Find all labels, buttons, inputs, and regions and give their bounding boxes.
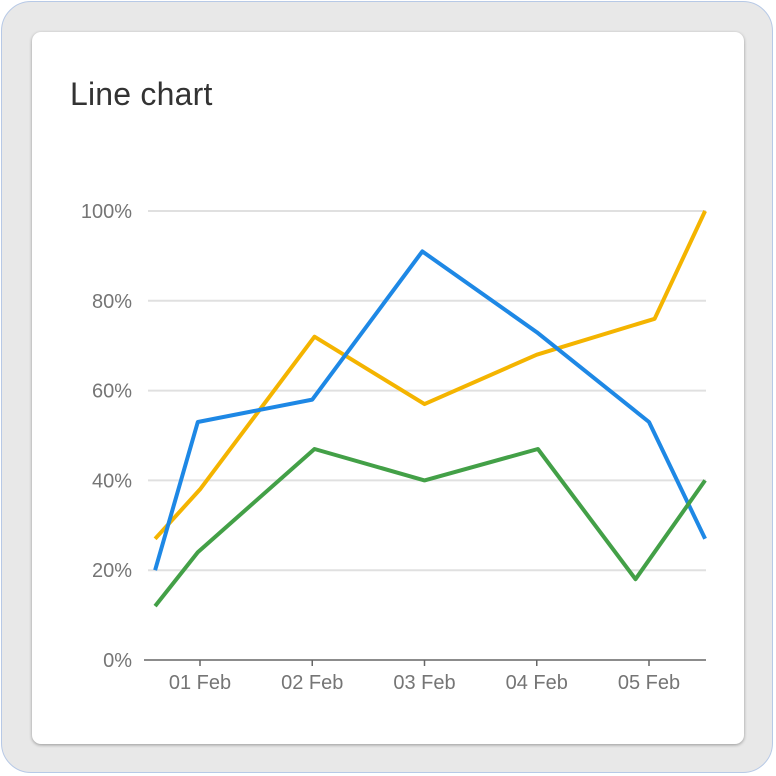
series-line-2 [153,249,707,571]
y-tick-label: 40% [92,470,132,492]
y-tick-label: 0% [103,650,132,672]
tick-labels: 0% 20% 40% 60% 80% 100% 01 Feb 02 Feb 03 Feb 04 F… [81,201,680,694]
series-line-3 [153,447,707,608]
y-tick-label: 60% [92,381,132,403]
x-tick-label: 04 Feb [506,672,568,694]
card-title: Line chart [70,76,213,112]
x-tick-label: 01 Feb [169,672,231,694]
chart-card: Line chart [32,32,744,744]
x-tick-label: 02 Feb [281,672,343,694]
y-tick-label: 20% [92,560,132,582]
grid-lines [148,210,706,572]
y-tick-label: 80% [92,291,132,313]
x-tick-label: 03 Feb [393,672,455,694]
y-tick-label: 100% [81,201,132,223]
x-axis [144,659,706,666]
series-lines [153,210,707,608]
series-line-1 [153,210,707,541]
x-tick-label: 05 Feb [618,672,680,694]
